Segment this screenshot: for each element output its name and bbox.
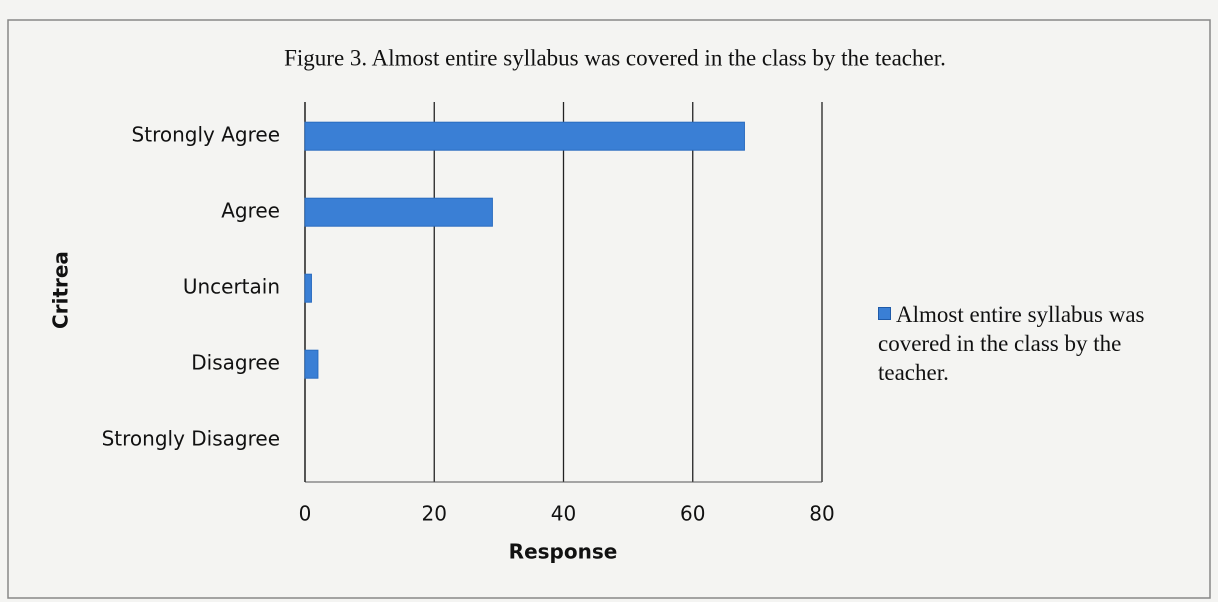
x-axis-label: Response (509, 540, 618, 564)
y-tick-label: Strongly Disagree (102, 427, 280, 451)
chart-title: Figure 3. Almost entire syllabus was cov… (284, 45, 946, 70)
y-tick-label: Agree (221, 199, 280, 223)
x-tick-label: 20 (422, 502, 447, 526)
frame (7, 19, 1211, 599)
x-tick-label: 40 (551, 502, 576, 526)
bar (304, 273, 312, 303)
y-tick-label: Strongly Agree (132, 123, 280, 147)
bar (304, 197, 493, 227)
legend-swatch (878, 307, 891, 320)
legend-label: Almost entire syllabus was covered in th… (878, 302, 1145, 385)
x-tick-label: 60 (680, 502, 705, 526)
y-tick-label: Disagree (191, 351, 280, 375)
y-axis-label: Critrea (49, 251, 73, 329)
legend: Almost entire syllabus was covered in th… (878, 300, 1188, 387)
bar (304, 349, 319, 379)
x-tick-label: 0 (299, 502, 312, 526)
y-tick-label: Uncertain (183, 275, 280, 299)
bar (304, 121, 745, 151)
x-tick-label: 80 (809, 502, 834, 526)
